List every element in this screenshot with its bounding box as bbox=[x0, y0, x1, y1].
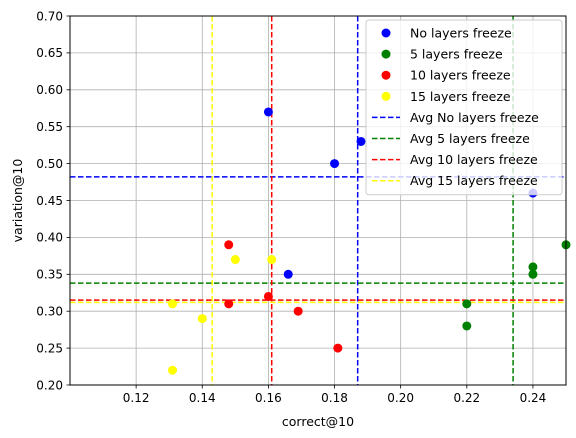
y-tick-label: 0.55 bbox=[36, 120, 63, 134]
y-tick-label: 0.50 bbox=[36, 157, 63, 171]
x-tick-label: 0.22 bbox=[453, 391, 480, 405]
x-tick-label: 0.18 bbox=[321, 391, 348, 405]
average-lines bbox=[70, 16, 566, 385]
data-points bbox=[168, 107, 571, 375]
legend-marker bbox=[381, 70, 391, 80]
data-point bbox=[230, 255, 240, 265]
legend-label: 15 layers freeze bbox=[410, 89, 511, 104]
data-point bbox=[528, 262, 538, 272]
y-tick-label: 0.60 bbox=[36, 83, 63, 97]
legend-marker bbox=[381, 28, 391, 38]
x-axis-label: correct@10 bbox=[282, 414, 354, 429]
legend-box bbox=[365, 19, 563, 196]
y-tick-label: 0.40 bbox=[36, 231, 63, 245]
data-point bbox=[224, 299, 234, 309]
x-tick-label: 0.14 bbox=[189, 391, 216, 405]
data-point bbox=[462, 299, 472, 309]
x-tick-label: 0.16 bbox=[255, 391, 282, 405]
y-axis-label: variation@10 bbox=[10, 159, 25, 243]
y-tick-label: 0.65 bbox=[36, 46, 63, 60]
legend-marker bbox=[381, 49, 391, 59]
y-tick-label: 0.25 bbox=[36, 341, 63, 355]
y-tick-label: 0.45 bbox=[36, 194, 63, 208]
y-tick-label: 0.70 bbox=[36, 9, 63, 23]
data-point bbox=[528, 269, 538, 279]
data-point bbox=[197, 314, 207, 324]
data-point bbox=[356, 136, 366, 146]
legend-label: 10 layers freeze bbox=[410, 68, 511, 83]
y-tick-label: 0.20 bbox=[36, 378, 63, 392]
data-point bbox=[462, 321, 472, 331]
legend-marker bbox=[381, 91, 391, 101]
legend-label: No layers freeze bbox=[410, 26, 512, 41]
y-tick-label: 0.35 bbox=[36, 268, 63, 282]
axis-ticks: 0.12 0.14 0.16 0.18 0.20 0.22 0.24 0.20 0.25 0.30… bbox=[36, 9, 546, 405]
data-point bbox=[267, 255, 277, 265]
legend: No layers freeze 5 layers freeze 10 layers… bbox=[365, 19, 563, 196]
legend-label: Avg 15 layers freeze bbox=[410, 173, 538, 188]
legend-label: 5 layers freeze bbox=[410, 47, 503, 62]
data-point bbox=[283, 269, 293, 279]
data-point bbox=[333, 343, 343, 353]
data-point bbox=[168, 299, 178, 309]
x-tick-label: 0.20 bbox=[387, 391, 414, 405]
data-point bbox=[330, 159, 340, 169]
legend-label: Avg 10 layers freeze bbox=[410, 152, 538, 167]
y-tick-label: 0.30 bbox=[36, 305, 63, 319]
legend-label: Avg No layers freeze bbox=[410, 110, 539, 125]
data-point bbox=[263, 291, 273, 301]
x-tick-label: 0.24 bbox=[520, 391, 547, 405]
data-point bbox=[263, 107, 273, 117]
x-tick-label: 0.12 bbox=[123, 391, 150, 405]
data-point bbox=[224, 240, 234, 250]
legend-label: Avg 5 layers freeze bbox=[410, 131, 530, 146]
data-point bbox=[293, 306, 303, 316]
data-point bbox=[168, 365, 178, 375]
